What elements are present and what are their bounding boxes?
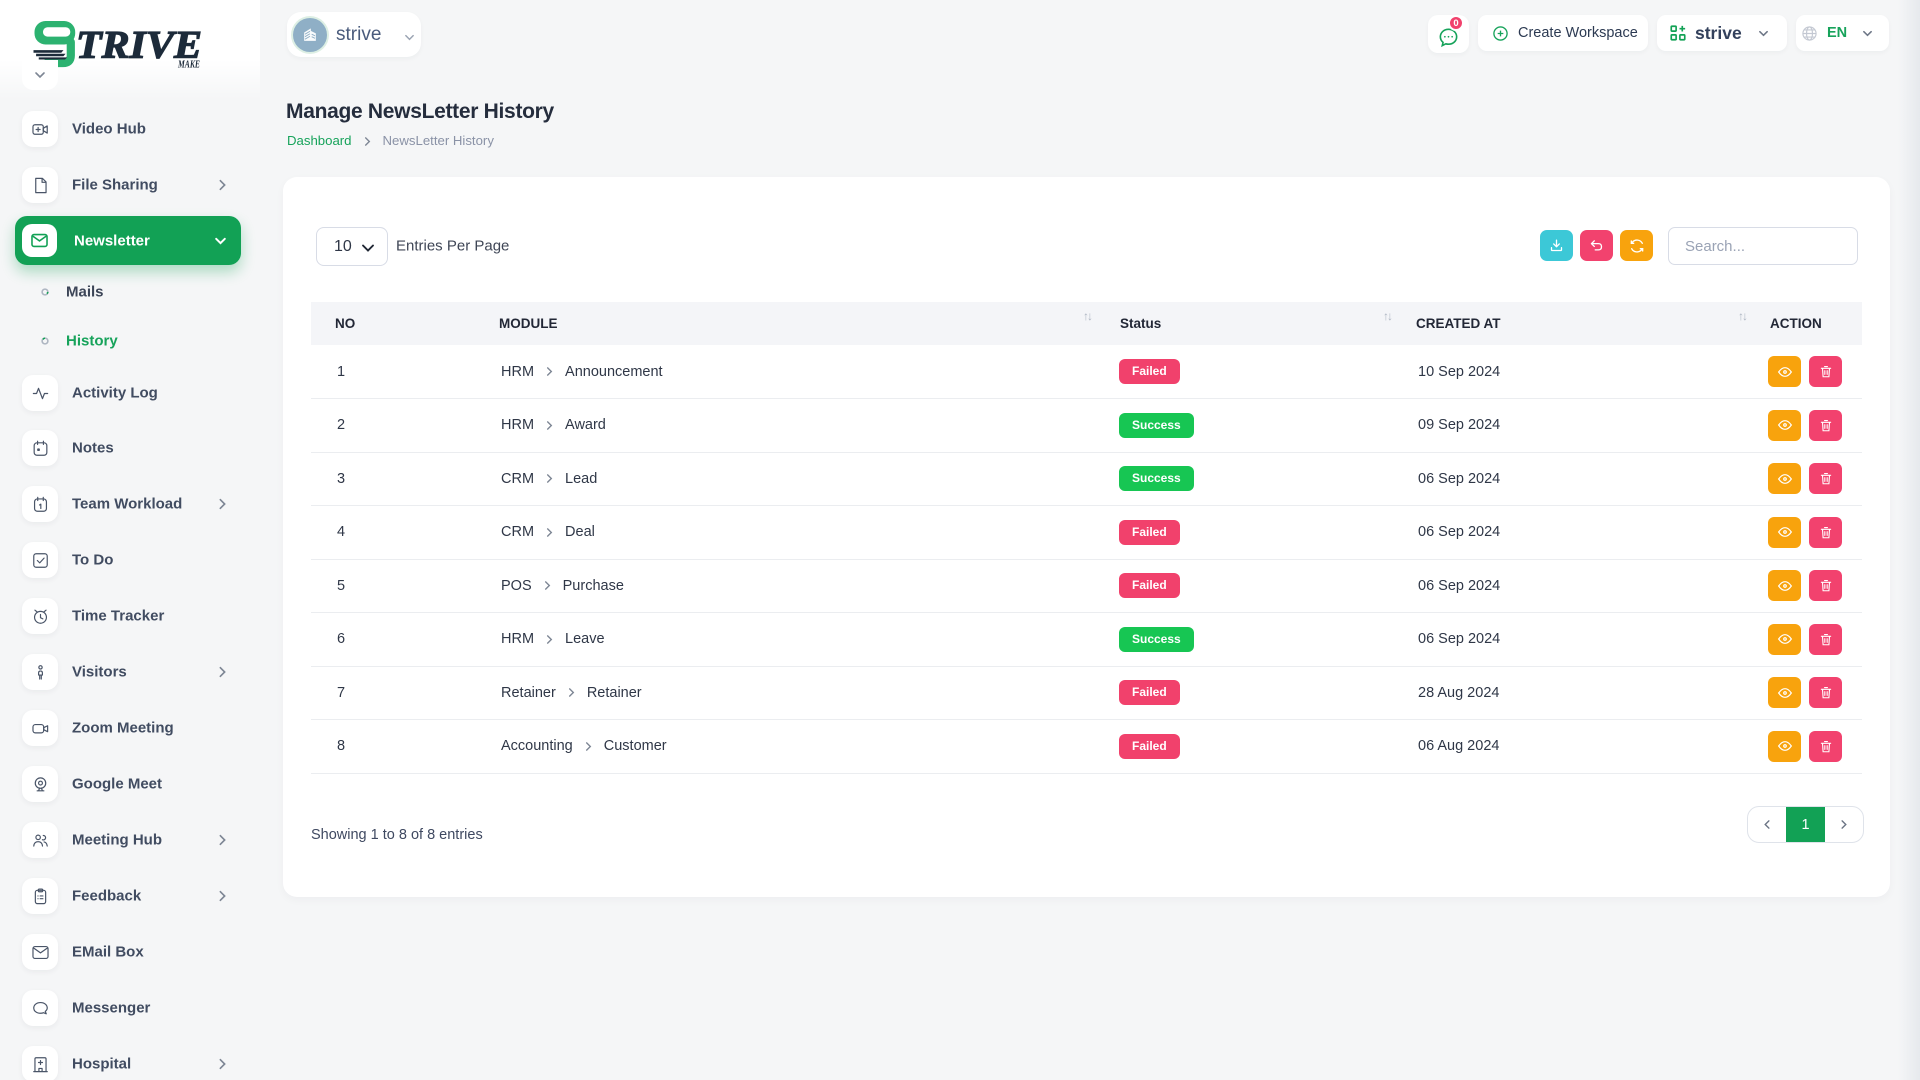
svg-text:TRIVE: TRIVE <box>76 24 202 67</box>
svg-text:MAKE: MAKE <box>177 60 200 71</box>
